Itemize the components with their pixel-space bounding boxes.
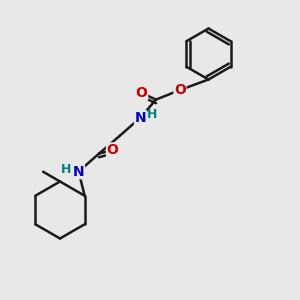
Text: H: H [147, 108, 157, 121]
Text: O: O [136, 86, 148, 100]
Text: H: H [61, 163, 71, 176]
Text: N: N [135, 111, 146, 124]
Text: O: O [106, 143, 119, 157]
Text: N: N [73, 165, 84, 178]
Text: O: O [174, 83, 186, 97]
